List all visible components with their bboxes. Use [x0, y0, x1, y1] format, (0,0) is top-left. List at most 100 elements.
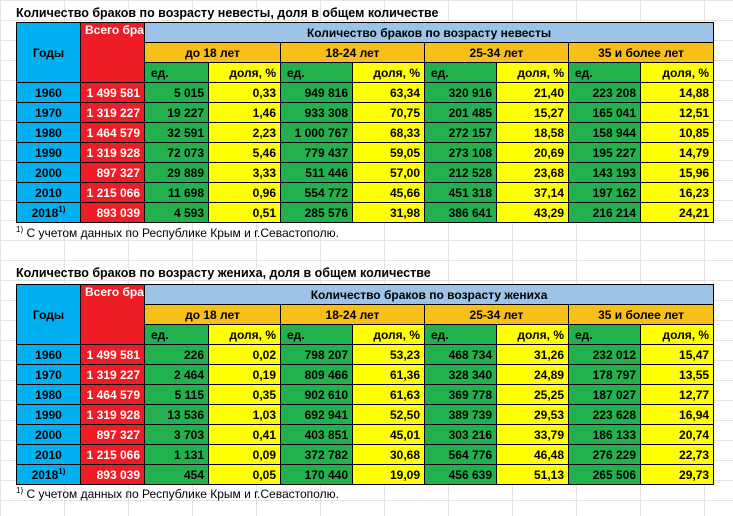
share-cell[interactable]: 5,46 — [208, 142, 281, 163]
share-cell[interactable]: 31,26 — [496, 344, 569, 365]
age-group-18-24[interactable]: 18-24 лет — [280, 304, 425, 325]
share-header[interactable]: доля, % — [639, 324, 715, 345]
count-cell[interactable]: 328 340 — [424, 364, 497, 385]
year-cell[interactable]: 1990 — [16, 142, 81, 163]
count-cell[interactable]: 564 776 — [424, 444, 497, 465]
count-cell[interactable]: 201 485 — [424, 102, 497, 123]
share-cell[interactable]: 0,19 — [208, 364, 281, 385]
count-cell[interactable]: 158 944 — [568, 122, 641, 143]
count-header[interactable]: ед. — [424, 324, 497, 345]
total-cell[interactable]: 1 319 227 — [80, 364, 145, 385]
share-cell[interactable]: 61,63 — [352, 384, 425, 405]
share-cell[interactable]: 51,13 — [496, 464, 569, 485]
group-header[interactable]: Количество браков по возрасту невесты — [143, 22, 715, 43]
year-cell[interactable]: 20181) — [16, 202, 81, 223]
share-cell[interactable]: 25,25 — [496, 384, 569, 405]
total-cell[interactable]: 1 464 579 — [80, 122, 145, 143]
count-header[interactable]: ед. — [424, 62, 497, 83]
total-cell[interactable]: 1 319 227 — [80, 102, 145, 123]
total-cell[interactable]: 1 319 928 — [80, 142, 145, 163]
count-cell[interactable]: 19 227 — [144, 102, 209, 123]
count-cell[interactable]: 11 698 — [144, 182, 209, 203]
count-cell[interactable]: 303 216 — [424, 424, 497, 445]
share-cell[interactable]: 46,48 — [496, 444, 569, 465]
share-cell[interactable]: 12,51 — [639, 102, 715, 123]
count-cell[interactable]: 170 440 — [280, 464, 353, 485]
count-header[interactable]: ед. — [280, 62, 353, 83]
year-cell[interactable]: 1980 — [16, 122, 81, 143]
count-cell[interactable]: 223 628 — [568, 404, 641, 425]
share-cell[interactable]: 13,55 — [639, 364, 715, 385]
count-cell[interactable]: 403 851 — [280, 424, 353, 445]
year-cell[interactable]: 1980 — [16, 384, 81, 405]
share-cell[interactable]: 0,33 — [208, 82, 281, 103]
count-cell[interactable]: 456 639 — [424, 464, 497, 485]
year-cell[interactable]: 1990 — [16, 404, 81, 425]
count-cell[interactable]: 372 782 — [280, 444, 353, 465]
count-cell[interactable]: 187 027 — [568, 384, 641, 405]
year-cell[interactable]: 2000 — [16, 162, 81, 183]
share-cell[interactable]: 16,23 — [639, 182, 715, 203]
share-header[interactable]: доля, % — [208, 324, 281, 345]
share-cell[interactable]: 59,05 — [352, 142, 425, 163]
count-cell[interactable]: 72 073 — [144, 142, 209, 163]
age-group-25-34[interactable]: 25-34 лет — [424, 304, 569, 325]
count-cell[interactable]: 195 227 — [568, 142, 641, 163]
count-cell[interactable]: 186 133 — [568, 424, 641, 445]
age-group-under-18[interactable]: до 18 лет — [144, 304, 281, 325]
count-cell[interactable]: 197 162 — [568, 182, 641, 203]
count-header[interactable]: ед. — [144, 324, 209, 345]
count-cell[interactable]: 32 591 — [144, 122, 209, 143]
count-cell[interactable]: 276 229 — [568, 444, 641, 465]
total-cell[interactable]: 1 464 579 — [80, 384, 145, 405]
count-cell[interactable]: 5 015 — [144, 82, 209, 103]
share-cell[interactable]: 24,21 — [639, 202, 715, 223]
count-cell[interactable]: 809 466 — [280, 364, 353, 385]
share-cell[interactable]: 29,53 — [496, 404, 569, 425]
share-cell[interactable]: 19,09 — [352, 464, 425, 485]
count-cell[interactable]: 223 208 — [568, 82, 641, 103]
count-header[interactable]: ед. — [568, 324, 641, 345]
count-cell[interactable]: 3 703 — [144, 424, 209, 445]
total-header[interactable]: Всего браков — [80, 22, 145, 83]
share-cell[interactable]: 68,33 — [352, 122, 425, 143]
share-cell[interactable]: 15,27 — [496, 102, 569, 123]
share-cell[interactable]: 0,02 — [208, 344, 281, 365]
share-cell[interactable]: 23,68 — [496, 162, 569, 183]
count-cell[interactable]: 468 734 — [424, 344, 497, 365]
count-cell[interactable]: 265 506 — [568, 464, 641, 485]
age-group-35-plus[interactable]: 35 и более лет — [567, 304, 715, 325]
count-cell[interactable]: 1 000 767 — [280, 122, 353, 143]
share-cell[interactable]: 61,36 — [352, 364, 425, 385]
age-group-18-24[interactable]: 18-24 лет — [280, 42, 425, 63]
total-cell[interactable]: 1 215 066 — [80, 182, 145, 203]
share-cell[interactable]: 20,74 — [639, 424, 715, 445]
share-cell[interactable]: 52,50 — [352, 404, 425, 425]
year-cell[interactable]: 2010 — [16, 444, 81, 465]
share-cell[interactable]: 24,89 — [496, 364, 569, 385]
share-cell[interactable]: 29,73 — [639, 464, 715, 485]
count-cell[interactable]: 692 941 — [280, 404, 353, 425]
total-cell[interactable]: 897 327 — [80, 424, 145, 445]
count-cell[interactable]: 1 131 — [144, 444, 209, 465]
share-cell[interactable]: 1,03 — [208, 404, 281, 425]
count-cell[interactable]: 454 — [144, 464, 209, 485]
total-cell[interactable]: 893 039 — [80, 464, 145, 485]
share-cell[interactable]: 3,33 — [208, 162, 281, 183]
share-cell[interactable]: 63,34 — [352, 82, 425, 103]
count-cell[interactable]: 212 528 — [424, 162, 497, 183]
count-header[interactable]: ед. — [280, 324, 353, 345]
share-cell[interactable]: 1,46 — [208, 102, 281, 123]
count-cell[interactable]: 369 778 — [424, 384, 497, 405]
share-header[interactable]: доля, % — [639, 62, 715, 83]
share-cell[interactable]: 10,85 — [639, 122, 715, 143]
age-group-under-18[interactable]: до 18 лет — [144, 42, 281, 63]
share-cell[interactable]: 0,09 — [208, 444, 281, 465]
share-cell[interactable]: 0,05 — [208, 464, 281, 485]
share-header[interactable]: доля, % — [208, 62, 281, 83]
count-cell[interactable]: 320 916 — [424, 82, 497, 103]
count-cell[interactable]: 226 — [144, 344, 209, 365]
year-cell[interactable]: 2010 — [16, 182, 81, 203]
count-cell[interactable]: 13 536 — [144, 404, 209, 425]
count-cell[interactable]: 29 889 — [144, 162, 209, 183]
